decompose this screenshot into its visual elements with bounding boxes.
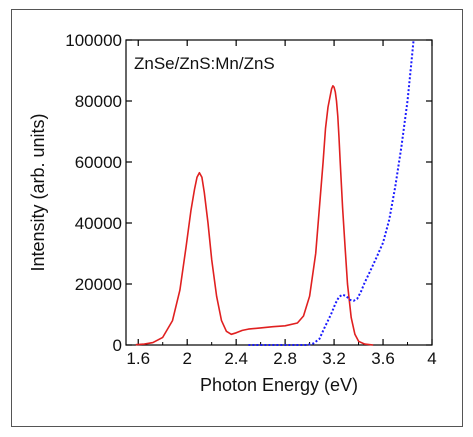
y-axis-label: Intensity (arb. units): [28, 113, 48, 271]
x-tick-label: 4: [427, 349, 436, 368]
x-tick-label: 1.6: [126, 349, 150, 368]
y-tick-label: 20000: [75, 275, 122, 294]
tick-marks: [126, 39, 433, 346]
x-tick-labels: 1.6 2 2.4 2.8 3.2 3.6 4: [126, 349, 436, 368]
annotation: ZnSe/ZnS:Mn/ZnS: [134, 54, 275, 73]
x-axis-label: Photon Energy (eV): [200, 375, 358, 395]
x-tick-label: 2: [182, 349, 191, 368]
plot-area: 1.6 2 2.4 2.8 3.2 3.6 4 0 20000 40000 60000 80000 1…: [65, 31, 436, 368]
y-tick-label: 80000: [75, 92, 122, 111]
x-tick-label: 3.6: [371, 349, 395, 368]
series-layer: [135, 39, 415, 346]
x-tick-label: 2.4: [224, 349, 248, 368]
figure-frame: [11, 9, 463, 427]
series-line-1: [135, 85, 374, 346]
x-tick-label: 3.2: [322, 349, 346, 368]
y-tick-labels: 0 20000 40000 60000 80000 100000: [65, 31, 122, 355]
x-tick-label: 2.8: [273, 349, 297, 368]
y-tick-label: 0: [113, 336, 122, 355]
y-tick-label: 60000: [75, 153, 122, 172]
y-tick-label: 100000: [65, 31, 122, 50]
series-line-2: [248, 39, 415, 346]
y-tick-label: 40000: [75, 214, 122, 233]
plot-frame: [125, 39, 433, 346]
